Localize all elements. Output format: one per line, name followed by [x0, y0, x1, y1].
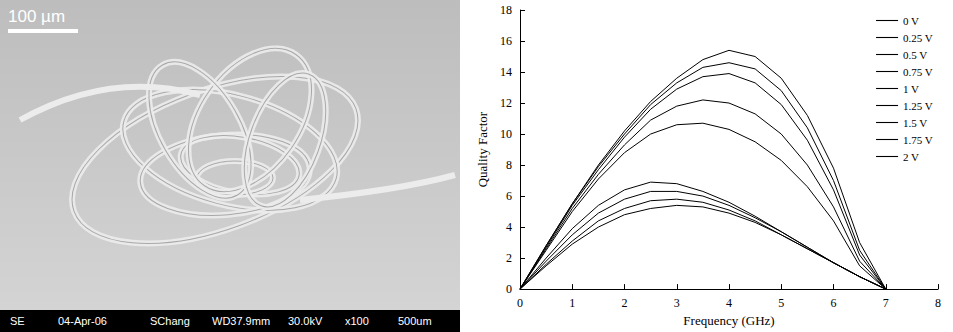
svg-text:0 V: 0 V: [903, 15, 919, 27]
svg-text:10: 10: [500, 127, 512, 141]
svg-text:x100: x100: [345, 315, 369, 327]
svg-text:1.25 V: 1.25 V: [903, 100, 933, 112]
svg-text:8: 8: [935, 296, 941, 310]
svg-text:0: 0: [506, 282, 512, 296]
svg-text:5: 5: [778, 296, 784, 310]
svg-text:16: 16: [500, 34, 512, 48]
svg-text:0.25 V: 0.25 V: [903, 32, 933, 44]
svg-text:4: 4: [506, 220, 512, 234]
svg-text:SChang: SChang: [150, 315, 190, 327]
svg-text:6: 6: [831, 296, 837, 310]
svg-text:14: 14: [500, 65, 512, 79]
svg-text:0.5 V: 0.5 V: [903, 49, 927, 61]
svg-text:4: 4: [726, 296, 732, 310]
svg-text:100 µm: 100 µm: [8, 7, 65, 26]
svg-text:Frequency (GHz): Frequency (GHz): [683, 313, 774, 328]
svg-text:2: 2: [506, 251, 512, 265]
svg-text:1.5 V: 1.5 V: [903, 117, 927, 129]
svg-text:0: 0: [517, 296, 523, 310]
svg-text:30.0kV: 30.0kV: [288, 315, 323, 327]
svg-text:WD37.9mm: WD37.9mm: [212, 315, 270, 327]
svg-text:6: 6: [506, 189, 512, 203]
svg-text:3: 3: [674, 296, 680, 310]
svg-text:SE: SE: [10, 315, 25, 327]
svg-text:18: 18: [500, 3, 512, 17]
svg-text:2: 2: [622, 296, 628, 310]
svg-text:1.75 V: 1.75 V: [903, 134, 933, 146]
svg-text:Quality Factor: Quality Factor: [475, 111, 490, 187]
svg-text:12: 12: [500, 96, 512, 110]
svg-text:8: 8: [506, 158, 512, 172]
svg-text:7: 7: [883, 296, 889, 310]
svg-text:2 V: 2 V: [903, 151, 919, 163]
svg-text:0.75 V: 0.75 V: [903, 66, 933, 78]
svg-text:500um: 500um: [398, 315, 432, 327]
svg-text:04-Apr-06: 04-Apr-06: [58, 315, 107, 327]
svg-text:1 V: 1 V: [903, 83, 919, 95]
svg-text:1: 1: [569, 296, 575, 310]
